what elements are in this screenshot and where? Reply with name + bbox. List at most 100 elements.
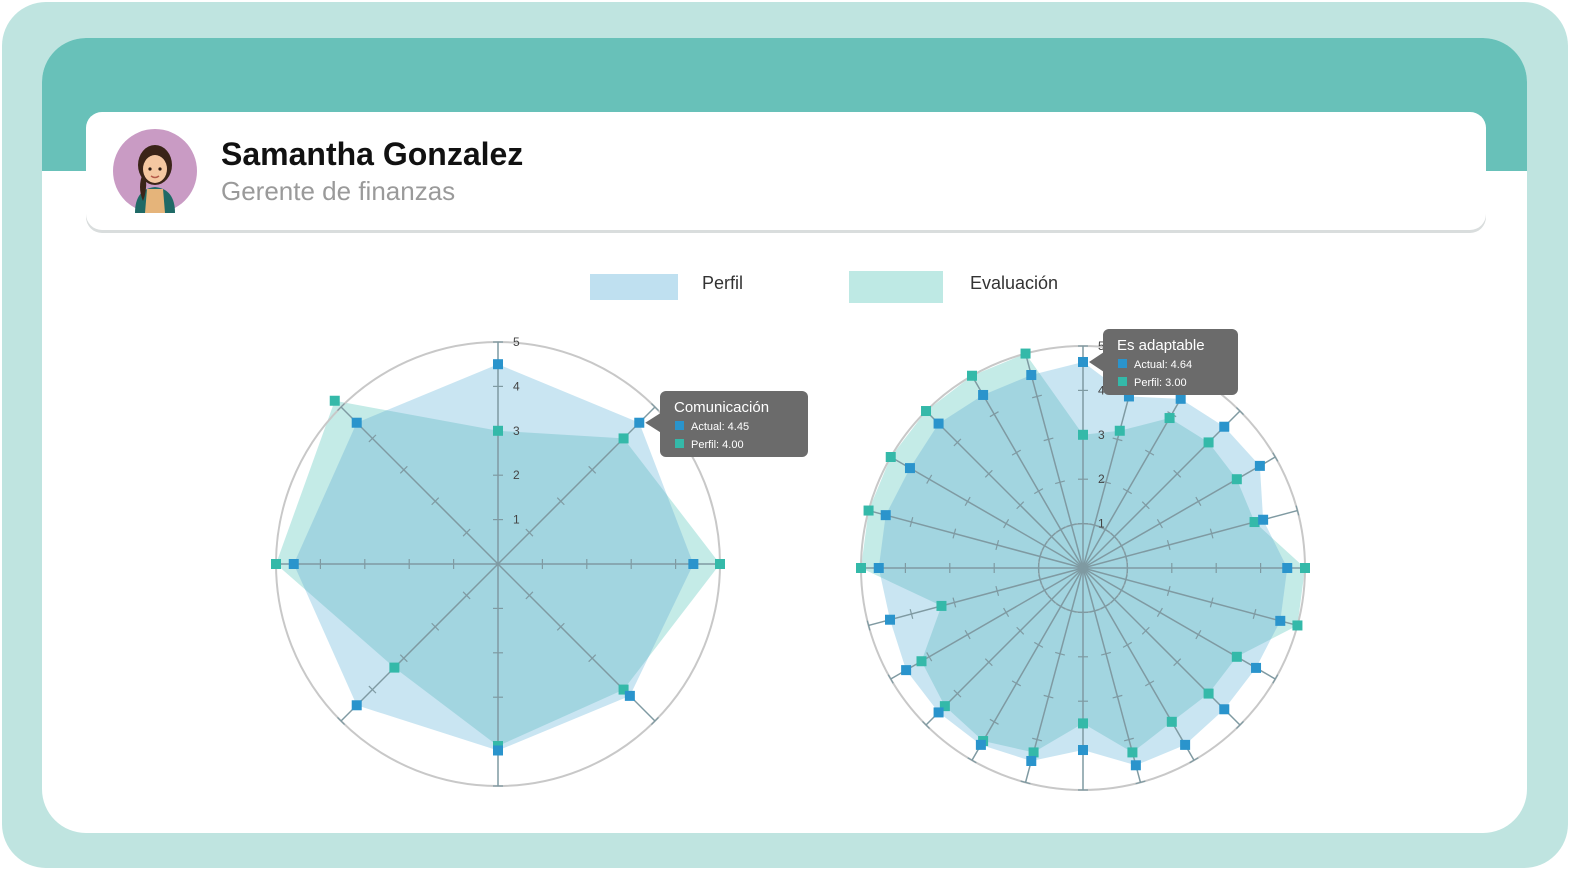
radar-tick-mark	[1100, 603, 1110, 610]
radar-tick-mark	[1141, 501, 1150, 510]
radar-tick-mark	[1100, 526, 1110, 533]
marker-actual	[904, 463, 915, 474]
marker-actual	[1282, 563, 1293, 573]
radar-tick-mark	[368, 434, 377, 443]
marker-perfil	[1203, 437, 1214, 448]
radar-tick-mark	[431, 622, 440, 631]
marker-actual	[901, 665, 912, 676]
radar-tick-mark	[1011, 449, 1022, 456]
radar-tick-label: 5	[1098, 339, 1105, 353]
radar-tick-mark	[952, 528, 957, 539]
marker-perfil	[863, 505, 874, 516]
tooltip-swatch	[675, 439, 684, 448]
radar-tick-mark	[1252, 608, 1257, 619]
marker-perfil	[618, 684, 629, 695]
radar-tick-mark	[989, 411, 999, 418]
radar-tick-mark	[1236, 407, 1244, 415]
marker-actual	[1123, 391, 1134, 402]
radar-tick-mark	[337, 403, 345, 411]
radar-tick-label: 2	[513, 468, 520, 482]
radar-spoke	[925, 410, 1084, 569]
radar-tick-label: 3	[1098, 428, 1105, 442]
radar-tick-mark	[337, 717, 345, 725]
marker-perfil	[618, 433, 629, 444]
radar-tick-mark	[1055, 480, 1066, 485]
radar-tick-mark	[1123, 737, 1134, 742]
marker-actual	[351, 700, 362, 711]
marker-actual	[634, 417, 645, 428]
radar-tick-mark	[1066, 609, 1077, 613]
radar-tick-mark	[556, 622, 565, 631]
tooltip-swatch	[1118, 377, 1127, 386]
radar-tick-mark	[1118, 585, 1125, 595]
radar-spoke	[497, 406, 656, 565]
profile-header: Samantha Gonzalez Gerente de finanzas	[86, 112, 1486, 230]
radar-tick-mark	[1038, 574, 1042, 585]
radar-tick-mark	[964, 496, 971, 507]
radar-tick-mark	[1112, 437, 1123, 442]
marker-perfil	[271, 559, 281, 569]
tooltip-title: Comunicación	[674, 399, 769, 416]
radar-tick-mark	[1016, 626, 1025, 635]
marker-actual	[493, 359, 503, 370]
radar-tick-mark	[964, 629, 971, 640]
radar-tick-mark	[1089, 523, 1100, 527]
radar-tick-mark	[525, 591, 534, 600]
marker-perfil	[715, 559, 725, 569]
marker-actual	[1175, 393, 1186, 404]
radar-tick-mark	[431, 497, 440, 506]
radar-tick-mark	[1236, 721, 1244, 729]
radar-tick-mark	[1020, 780, 1031, 785]
radar-spoke	[868, 567, 1084, 627]
radar-spoke	[1082, 410, 1241, 569]
radar-spoke	[1082, 567, 1298, 627]
radar-spoke	[868, 509, 1084, 569]
radar-tick-label: 2	[1098, 472, 1105, 486]
marker-actual	[1180, 739, 1191, 750]
marker-actual	[1026, 755, 1037, 766]
radar-tick-mark	[1043, 437, 1054, 442]
radar-tick-mark	[1141, 626, 1150, 635]
radar-tick-mark	[525, 528, 534, 537]
radar-tick-mark	[909, 608, 914, 619]
radar-tick-mark	[953, 438, 962, 447]
marker-perfil	[1114, 425, 1125, 436]
radar-tick-mark	[1055, 651, 1066, 656]
radar-tick-mark	[1038, 551, 1042, 562]
radar-tick-mark	[1122, 488, 1133, 495]
marker-actual	[880, 510, 891, 521]
marker-perfil	[936, 600, 947, 611]
radar-tick-mark	[1166, 540, 1171, 551]
radar-tick-mark	[399, 465, 408, 474]
radar-spoke	[1082, 567, 1195, 761]
radar-tick-mark	[887, 674, 894, 684]
radar-spoke	[1024, 353, 1084, 569]
radar-tick-mark	[1047, 532, 1056, 541]
marker-actual	[1078, 745, 1088, 756]
radar-tick-mark	[1110, 595, 1119, 604]
radar-chart-1: 1 2 3 4 5 Comunicación Actual: 4.45 Perfil: 4.0…	[271, 335, 808, 787]
radar-tick-mark	[866, 620, 871, 631]
tooltip-box	[1103, 329, 1238, 395]
radar-spoke	[1082, 567, 1241, 726]
marker-actual	[351, 417, 362, 428]
legend-swatch-perfil	[590, 274, 678, 300]
radar-tick-label: 1	[1098, 517, 1105, 531]
radar-tick-mark	[1122, 641, 1133, 648]
marker-perfil	[1078, 718, 1088, 729]
radar-tick-mark	[588, 654, 597, 663]
radar-tick-mark	[1033, 641, 1044, 648]
tooltip-box	[660, 391, 808, 457]
radar-tick-mark	[1016, 501, 1025, 510]
radar-chart-2: 1 2 3 4 5 Es adaptable Actual: 4.64 Perfil: 3.0…	[856, 329, 1310, 791]
radar-tick-mark	[1118, 541, 1125, 551]
radar-tick-mark	[926, 474, 933, 484]
radar-tick-mark	[1189, 757, 1199, 764]
radar-tick-mark	[909, 517, 914, 528]
marker-perfil	[856, 563, 866, 573]
marker-perfil	[1127, 747, 1138, 758]
radar-tick-mark	[1043, 694, 1054, 699]
radar-tick-label: 4	[1098, 383, 1105, 397]
marker-perfil	[885, 452, 896, 462]
